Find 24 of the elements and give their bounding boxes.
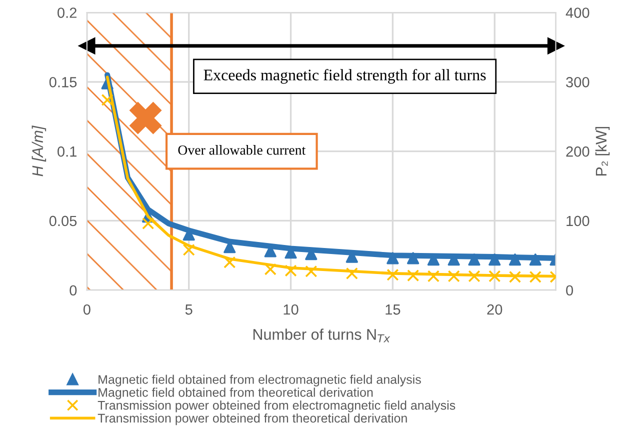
legend-label: Magnetic field obtained from electromagnetic field analysis [98, 374, 421, 386]
y2-tick-label: 400 [566, 8, 590, 18]
x-tick-label: 0 [83, 304, 90, 315]
ref-line-label: Exceeds magnetic field strength for all turns [204, 69, 486, 84]
x-tick-label: 10 [284, 304, 298, 315]
y-tick-label: 0 [70, 285, 77, 296]
legend-label: Transmission power obteined from electromagnetic field analysis [98, 400, 456, 412]
x-tick-label: 15 [386, 304, 400, 315]
y-tick-label: 0.05 [49, 216, 77, 226]
ref-line-label: Over allowable current [178, 145, 306, 155]
y2-tick-label: 0 [566, 285, 574, 296]
y2-axis-title: P₂ [kW] [595, 126, 610, 176]
y-tick-label: 0.15 [49, 77, 77, 88]
y2-tick-label: 100 [566, 216, 590, 226]
y-axis-title: H [A/m] [32, 126, 46, 176]
x-tick-label: 5 [185, 304, 192, 315]
y-tick-label: 0.2 [58, 8, 76, 18]
y2-tick-label: 200 [566, 146, 590, 157]
legend-label: Magnetic field obtained from theoretical derivation [98, 388, 373, 400]
x-tick-label: 20 [487, 304, 502, 315]
y2-tick-label: 300 [566, 77, 590, 88]
x-axis-title: Number of turns N$_{Tx}$ [253, 328, 390, 342]
y-tick-label: 0.1 [58, 146, 77, 157]
legend-label: Transmission power obteined from theoretical derivation [98, 413, 407, 426]
